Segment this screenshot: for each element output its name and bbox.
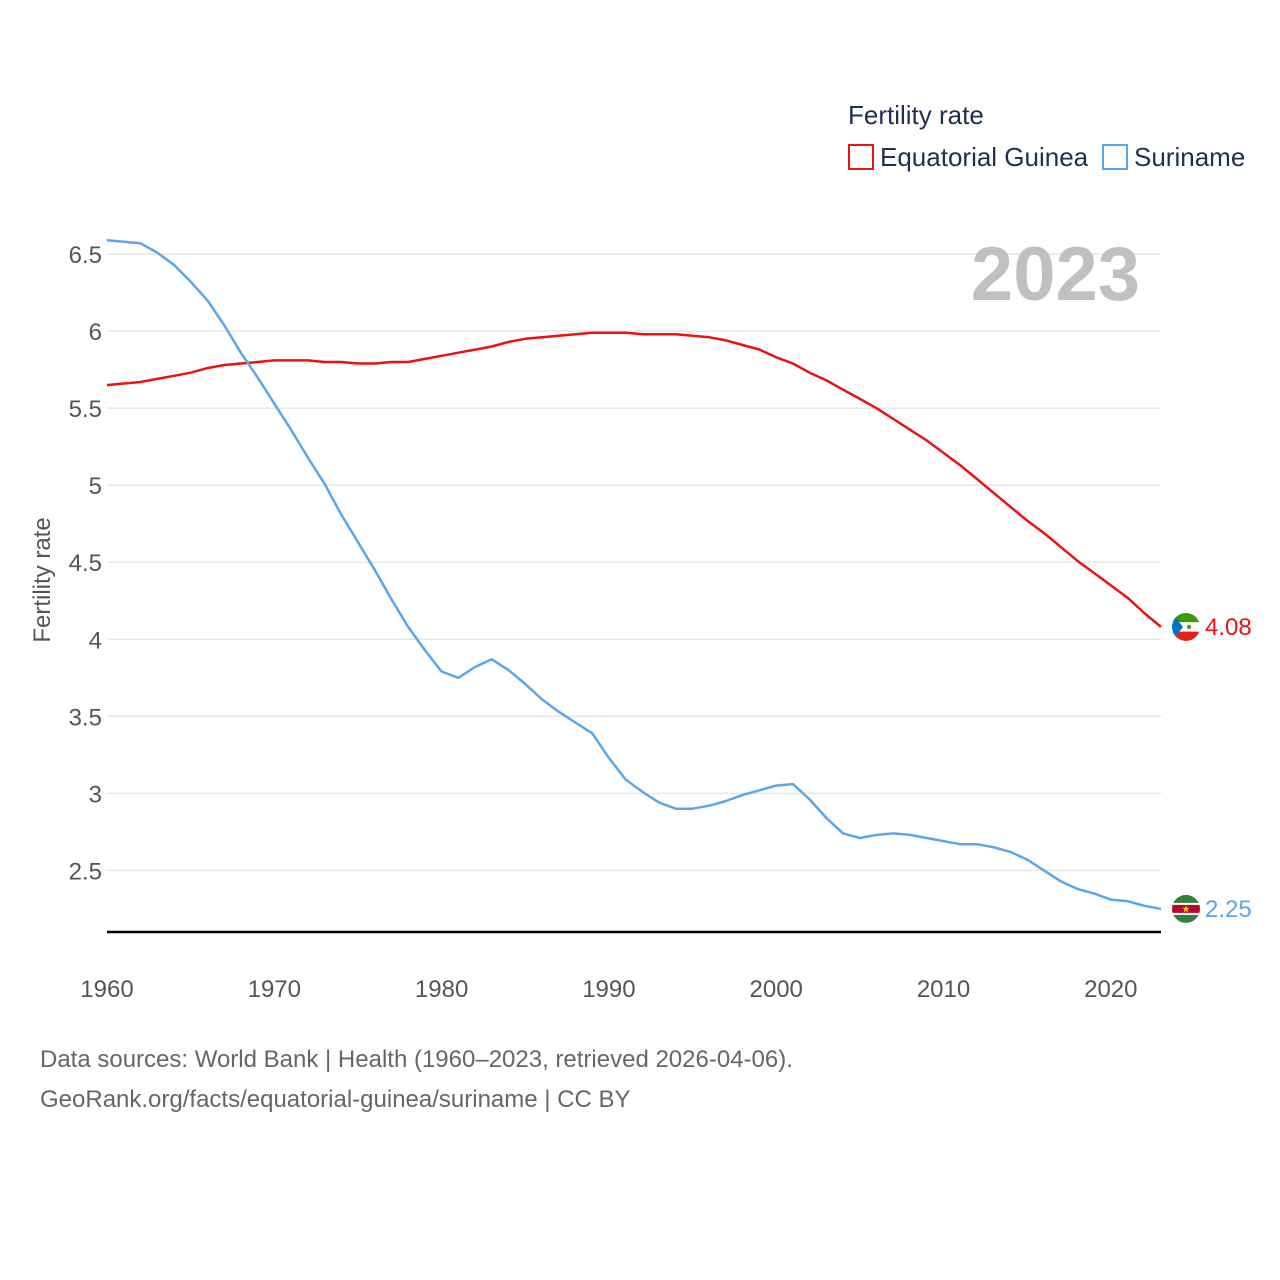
flag-equatorial-guinea-icon bbox=[1172, 612, 1200, 641]
legend: Fertility rate Equatorial Guinea Surinam… bbox=[848, 100, 1245, 172]
footer: Data sources: World Bank | Health (1960–… bbox=[40, 1040, 793, 1120]
x-tick-label: 2010 bbox=[917, 976, 970, 1003]
x-tick-label: 2020 bbox=[1084, 976, 1137, 1003]
series-line-equatorial-guinea[interactable] bbox=[106, 331, 1162, 628]
series-lines bbox=[106, 238, 1162, 911]
y-tick-label: 3.5 bbox=[69, 704, 102, 731]
legend-title: Fertility rate bbox=[848, 100, 984, 130]
y-axis-ticks: 2.5 3 3.5 4 4.5 5 5.5 6 6.5 bbox=[69, 242, 102, 885]
y-tick-label: 2.5 bbox=[69, 858, 102, 885]
year-label: 2023 bbox=[971, 232, 1140, 317]
y-tick-label: 6 bbox=[89, 319, 102, 346]
series-line-suriname[interactable] bbox=[106, 238, 1162, 911]
y-tick-label: 6.5 bbox=[69, 242, 102, 269]
y-tick-label: 5 bbox=[89, 473, 102, 500]
y-tick-label: 4.5 bbox=[69, 550, 102, 577]
x-tick-label: 2000 bbox=[750, 976, 803, 1003]
x-tick-label: 1990 bbox=[582, 976, 635, 1003]
x-tick-label: 1980 bbox=[415, 976, 468, 1003]
y-tick-label: 3 bbox=[89, 781, 102, 808]
x-axis-ticks: 1960 1970 1980 1990 2000 2010 2020 bbox=[80, 976, 1137, 1003]
end-label-suriname: 2.25 bbox=[1205, 896, 1252, 923]
legend-label-equatorial-guinea[interactable]: Equatorial Guinea bbox=[880, 142, 1089, 172]
legend-swatch-suriname[interactable] bbox=[1102, 144, 1128, 170]
y-tick-label: 4 bbox=[89, 627, 102, 654]
legend-swatch-equatorial-guinea[interactable] bbox=[848, 144, 874, 170]
legend-label-suriname[interactable]: Suriname bbox=[1134, 142, 1245, 172]
x-tick-label: 1960 bbox=[80, 976, 133, 1003]
flag-suriname-icon bbox=[1172, 894, 1200, 923]
y-axis-title: Fertility rate bbox=[29, 517, 56, 642]
end-label-equatorial-guinea: 4.08 bbox=[1205, 614, 1252, 641]
footer-sources: Data sources: World Bank | Health (1960–… bbox=[40, 1046, 793, 1073]
line-chart: 2.5 3 3.5 4 4.5 5 5.5 6 6.5 1960 1970 1980 1990 2000… bbox=[29, 100, 1252, 1003]
x-tick-label: 1970 bbox=[248, 976, 301, 1003]
gridlines bbox=[107, 253, 1161, 872]
y-tick-label: 5.5 bbox=[69, 396, 102, 423]
footer-link[interactable]: GeoRank.org/facts/equatorial-guinea/suri… bbox=[40, 1086, 631, 1113]
